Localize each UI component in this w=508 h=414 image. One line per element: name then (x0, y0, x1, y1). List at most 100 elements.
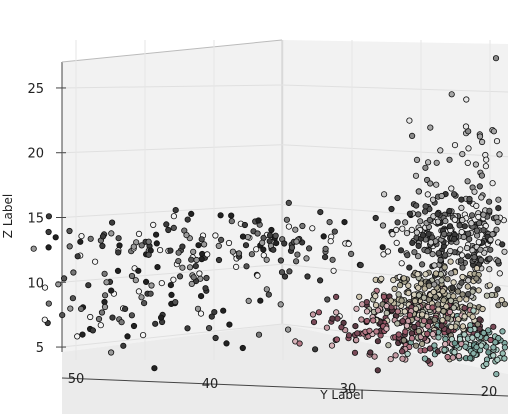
scatter-point (442, 252, 449, 259)
scatter-point (429, 251, 436, 258)
scatter-point (99, 242, 106, 250)
scatter-point (263, 256, 270, 263)
scatter-point (167, 247, 174, 254)
scatter-point (241, 221, 248, 229)
scatter-point (211, 308, 218, 316)
scatter-point (175, 257, 182, 265)
scatter-point (245, 297, 252, 304)
scatter-point (472, 161, 479, 168)
scatter-point (437, 271, 444, 278)
scatter-point (194, 305, 202, 312)
scatter-point (477, 256, 485, 264)
scatter-point (78, 233, 85, 240)
scatter-point (451, 216, 458, 223)
scatter-point (116, 242, 123, 249)
scatter-point (79, 331, 86, 338)
scatter-point (215, 242, 222, 249)
scatter-point (403, 322, 410, 329)
scatter-point (412, 172, 420, 179)
scatter-point (255, 217, 262, 224)
scatter-point (415, 242, 422, 249)
scatter-point (414, 253, 422, 260)
scatter-point (254, 230, 261, 237)
scatter-point (202, 285, 209, 292)
scatter-point (495, 302, 502, 309)
scatter-point (468, 220, 475, 227)
scatter-point (405, 282, 412, 289)
scatter-point (157, 247, 164, 254)
scatter-point (480, 211, 487, 218)
scatter-point (67, 305, 74, 312)
scatter-point (437, 147, 444, 154)
scatter-point (455, 352, 462, 360)
scatter-point (387, 297, 394, 304)
scatter-point (351, 349, 359, 356)
scatter-point (404, 252, 411, 259)
scatter-point (415, 188, 422, 195)
scatter-point (52, 234, 59, 241)
scatter-point (151, 365, 158, 372)
scatter-point (466, 236, 473, 243)
top-edge (61, 39, 283, 63)
scatter-point (99, 233, 107, 240)
scatter-point (140, 331, 147, 339)
scatter-point (463, 296, 470, 303)
scatter-point (85, 282, 92, 289)
scatter-point (442, 335, 449, 343)
scatter-point (281, 273, 289, 280)
scatter-point (448, 323, 455, 331)
scatter-point (74, 253, 81, 260)
scatter-point (45, 244, 52, 251)
scatter-point (459, 217, 466, 224)
y-tick-label: 50 (68, 372, 85, 387)
scatter-point (163, 221, 170, 228)
scatter-point (490, 128, 497, 135)
scatter-point (363, 317, 371, 325)
scatter-point (458, 204, 465, 211)
scatter-point (45, 228, 52, 236)
scatter-point (446, 223, 454, 230)
scatter-point (413, 156, 421, 163)
scatter-point (450, 304, 457, 311)
scatter-point (483, 360, 490, 368)
scatter-point (438, 277, 445, 284)
scatter-point (465, 277, 472, 284)
scatter-point (399, 355, 406, 362)
scatter-point (353, 336, 360, 344)
scatter-point (393, 239, 400, 246)
scatter-point (431, 281, 438, 288)
scatter-point (347, 250, 355, 257)
scatter-point (55, 281, 62, 288)
scatter-point (367, 349, 374, 356)
scatter-point (473, 344, 480, 351)
scatter-point (45, 213, 53, 220)
scatter-point (402, 328, 409, 335)
scatter-point (305, 245, 313, 252)
scatter-point (228, 212, 235, 219)
scatter-point (415, 211, 422, 218)
scatter-point (493, 370, 500, 378)
scatter-point (461, 223, 468, 230)
scatter-point (424, 330, 431, 337)
scatter-point (470, 350, 477, 357)
y-tick-label: 30 (340, 382, 357, 397)
scatter-point (456, 222, 463, 229)
scatter-point (469, 313, 476, 320)
scatter-point (486, 282, 493, 289)
scatter-point (278, 269, 286, 276)
scatter-point (448, 270, 455, 277)
scatter-point (309, 225, 316, 232)
scatter-point (354, 330, 361, 337)
scatter-point (141, 299, 148, 307)
scatter-point (138, 294, 145, 301)
scatter-point (479, 305, 486, 313)
scatter-point (415, 284, 422, 291)
scatter-point (66, 227, 73, 235)
scatter-point (392, 352, 399, 359)
scatter-point (74, 333, 81, 340)
scatter-point (441, 346, 448, 353)
scatter-point (397, 247, 405, 254)
scatter-point (272, 232, 279, 239)
scatter-point (327, 238, 334, 245)
scatter-point (285, 223, 292, 230)
